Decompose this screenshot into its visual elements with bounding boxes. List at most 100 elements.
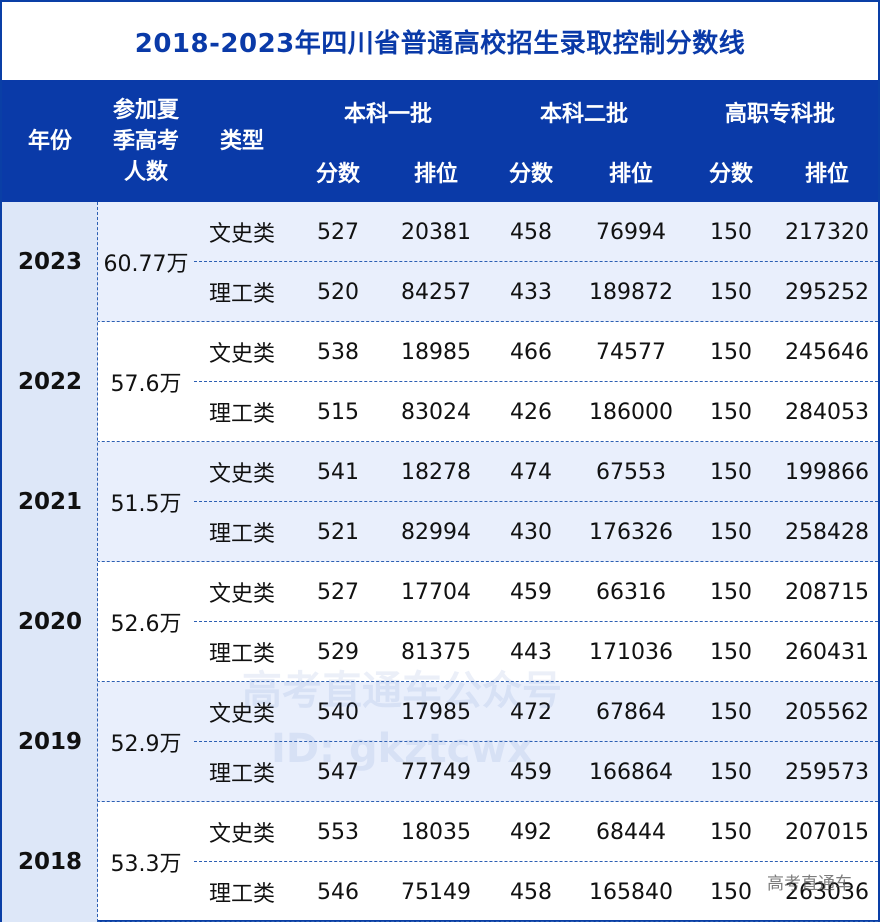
header-sub-rank: 排位 bbox=[804, 161, 849, 187]
score-cell: 540 bbox=[317, 699, 359, 725]
exam-count-cell: 57.6万 bbox=[110, 372, 182, 397]
year-group-row bbox=[2, 562, 878, 682]
rank-cell: 208715 bbox=[785, 579, 869, 605]
score-cell: 150 bbox=[710, 699, 752, 725]
header-sub-rank: 排位 bbox=[413, 161, 458, 187]
rank-cell: 205562 bbox=[785, 699, 869, 725]
table-row: 文史类 527 17704 459 66316 150 208715 bbox=[194, 562, 878, 622]
score-cell: 521 bbox=[317, 519, 359, 545]
score-cell: 541 bbox=[317, 459, 359, 485]
score-cell: 538 bbox=[317, 339, 359, 365]
score-cell: 433 bbox=[510, 279, 552, 305]
rank-cell: 17985 bbox=[401, 699, 471, 725]
rank-cell: 67864 bbox=[596, 699, 666, 725]
rank-cell: 18278 bbox=[401, 459, 471, 485]
header-sub-score: 分数 bbox=[315, 161, 360, 187]
score-cell: 150 bbox=[710, 759, 752, 785]
rank-cell: 260431 bbox=[785, 639, 869, 665]
type-cell: 理工类 bbox=[208, 882, 275, 907]
page-title: 2018-2023年四川省普通高校招生录取控制分数线 bbox=[134, 28, 746, 59]
rank-cell: 295252 bbox=[785, 279, 869, 305]
table-row: 文史类 527 20381 458 76994 150 217320 bbox=[194, 202, 878, 262]
score-cell: 458 bbox=[510, 879, 552, 905]
score-cell: 529 bbox=[317, 639, 359, 665]
year-group-row bbox=[2, 682, 878, 802]
score-cell: 466 bbox=[510, 339, 552, 365]
score-cell: 443 bbox=[510, 639, 552, 665]
rank-cell: 176326 bbox=[589, 519, 673, 545]
year-cell: 2022 bbox=[17, 369, 82, 395]
rank-cell: 284053 bbox=[785, 399, 869, 425]
table-row: 理工类 515 83024 426 186000 150 284053 bbox=[194, 382, 878, 442]
table-row: 文史类 540 17985 472 67864 150 205562 bbox=[194, 682, 878, 742]
rank-cell: 77749 bbox=[401, 759, 471, 785]
rank-cell: 259573 bbox=[785, 759, 869, 785]
header-sub-score: 分数 bbox=[508, 161, 553, 187]
rank-cell: 263036 bbox=[785, 879, 869, 905]
year-cell: 2020 bbox=[17, 609, 82, 635]
rank-cell: 82994 bbox=[401, 519, 471, 545]
type-cell: 文史类 bbox=[208, 342, 275, 367]
rank-cell: 20381 bbox=[401, 219, 471, 245]
score-cell: 527 bbox=[317, 579, 359, 605]
table-row: 文史类 541 18278 474 67553 150 199866 bbox=[194, 442, 878, 502]
score-cell: 150 bbox=[710, 639, 752, 665]
type-cell: 理工类 bbox=[208, 762, 275, 787]
score-cell: 492 bbox=[510, 819, 552, 845]
rank-cell: 18035 bbox=[401, 819, 471, 845]
score-cell: 150 bbox=[710, 459, 752, 485]
header-count-line: 参加夏 bbox=[112, 97, 179, 123]
type-cell: 文史类 bbox=[208, 822, 275, 847]
type-cell: 文史类 bbox=[208, 582, 275, 607]
table-row: 理工类 546 75149 458 165840 150 263036 bbox=[194, 862, 878, 922]
table-row: 理工类 547 77749 459 166864 150 259573 bbox=[194, 742, 878, 802]
score-cell: 150 bbox=[710, 339, 752, 365]
score-cell: 515 bbox=[317, 399, 359, 425]
header-sub-score: 分数 bbox=[708, 161, 753, 187]
table-row: 文史类 553 18035 492 68444 150 207015 bbox=[194, 802, 878, 862]
rank-cell: 199866 bbox=[785, 459, 869, 485]
rank-cell: 189872 bbox=[589, 279, 673, 305]
rank-cell: 17704 bbox=[401, 579, 471, 605]
rank-cell: 258428 bbox=[785, 519, 869, 545]
year-group-row bbox=[2, 202, 878, 322]
score-cell: 553 bbox=[317, 819, 359, 845]
exam-count-cell: 52.6万 bbox=[110, 612, 182, 637]
score-cell: 150 bbox=[710, 819, 752, 845]
rank-cell: 166864 bbox=[589, 759, 673, 785]
rank-cell: 74577 bbox=[596, 339, 666, 365]
year-column bbox=[2, 202, 98, 922]
year-cell: 2018 bbox=[17, 849, 82, 875]
header-count-line: 人数 bbox=[123, 159, 168, 185]
header-type: 类型 bbox=[219, 128, 264, 154]
score-cell: 150 bbox=[710, 399, 752, 425]
header-sub-rank: 排位 bbox=[608, 161, 653, 187]
rank-cell: 171036 bbox=[589, 639, 673, 665]
rank-cell: 84257 bbox=[401, 279, 471, 305]
score-cell: 520 bbox=[317, 279, 359, 305]
table-row: 理工类 521 82994 430 176326 150 258428 bbox=[194, 502, 878, 562]
type-cell: 理工类 bbox=[208, 282, 275, 307]
score-cell: 472 bbox=[510, 699, 552, 725]
type-cell: 理工类 bbox=[208, 402, 275, 427]
header-group-2: 本科二批 bbox=[539, 101, 628, 127]
score-cell: 150 bbox=[710, 879, 752, 905]
year-group-row bbox=[2, 442, 878, 562]
header-group-1: 本科一批 bbox=[343, 101, 432, 127]
rank-cell: 66316 bbox=[596, 579, 666, 605]
rank-cell: 245646 bbox=[785, 339, 869, 365]
header-count-line: 季高考 bbox=[112, 128, 179, 154]
exam-count-cell: 53.3万 bbox=[110, 852, 182, 877]
score-cell: 150 bbox=[710, 579, 752, 605]
rank-cell: 76994 bbox=[596, 219, 666, 245]
rank-cell: 207015 bbox=[785, 819, 869, 845]
score-cell: 150 bbox=[710, 519, 752, 545]
exam-count-cell: 60.77万 bbox=[103, 252, 189, 277]
score-cell: 459 bbox=[510, 759, 552, 785]
footer-watermark: 高考直通车 bbox=[767, 874, 852, 894]
score-cell: 546 bbox=[317, 879, 359, 905]
year-group-row bbox=[2, 322, 878, 442]
score-cell: 430 bbox=[510, 519, 552, 545]
score-cell: 458 bbox=[510, 219, 552, 245]
